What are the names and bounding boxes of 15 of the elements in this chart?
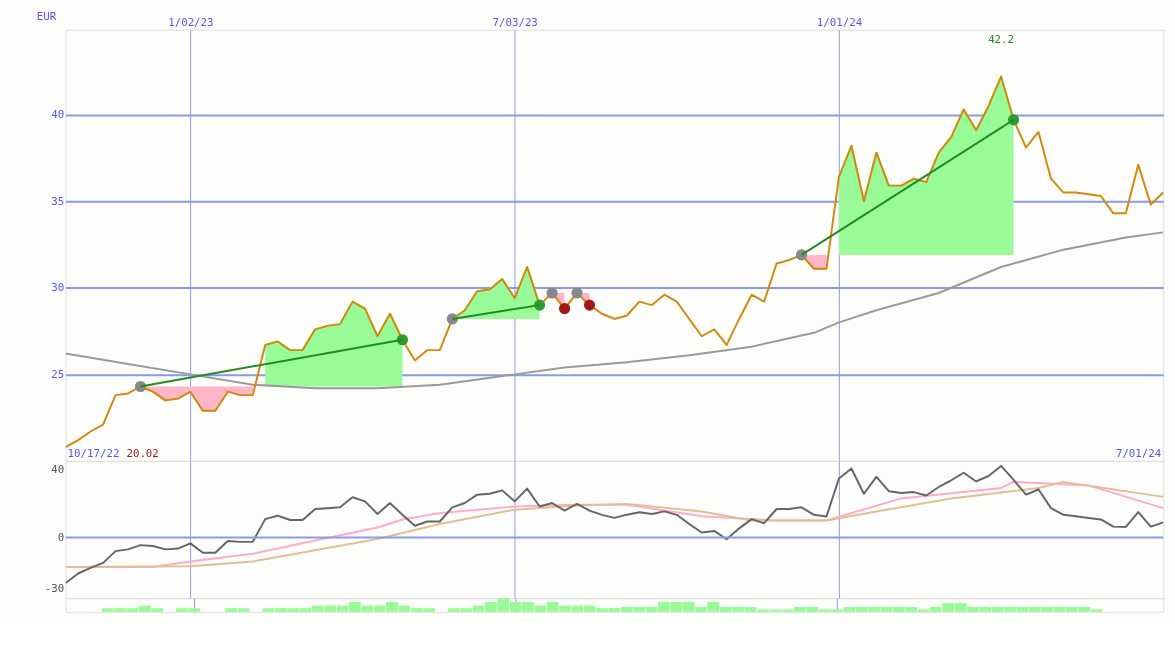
y-tick-label: 0 (57, 531, 65, 545)
annotation: 42.2 (988, 33, 1015, 47)
x-tick-label: 7/03/23 (492, 16, 538, 30)
y-tick-label: 40 (51, 108, 65, 122)
x-tick-label: 1/02/23 (168, 16, 214, 30)
y-tick-label: 35 (51, 194, 65, 208)
annotation: 7/01/24 (1115, 447, 1162, 461)
annotation: 10/17/22 (67, 447, 120, 461)
x-tick-label: 1/01/24 (816, 16, 863, 30)
y-axis-title: EUR (36, 10, 57, 24)
y-tick-label: -30 (44, 582, 65, 596)
y-tick-label: 30 (51, 281, 65, 295)
y-tick-label: 40 (51, 462, 65, 476)
annotation: 20.02 (126, 447, 159, 461)
y-tick-label: 25 (51, 367, 65, 381)
